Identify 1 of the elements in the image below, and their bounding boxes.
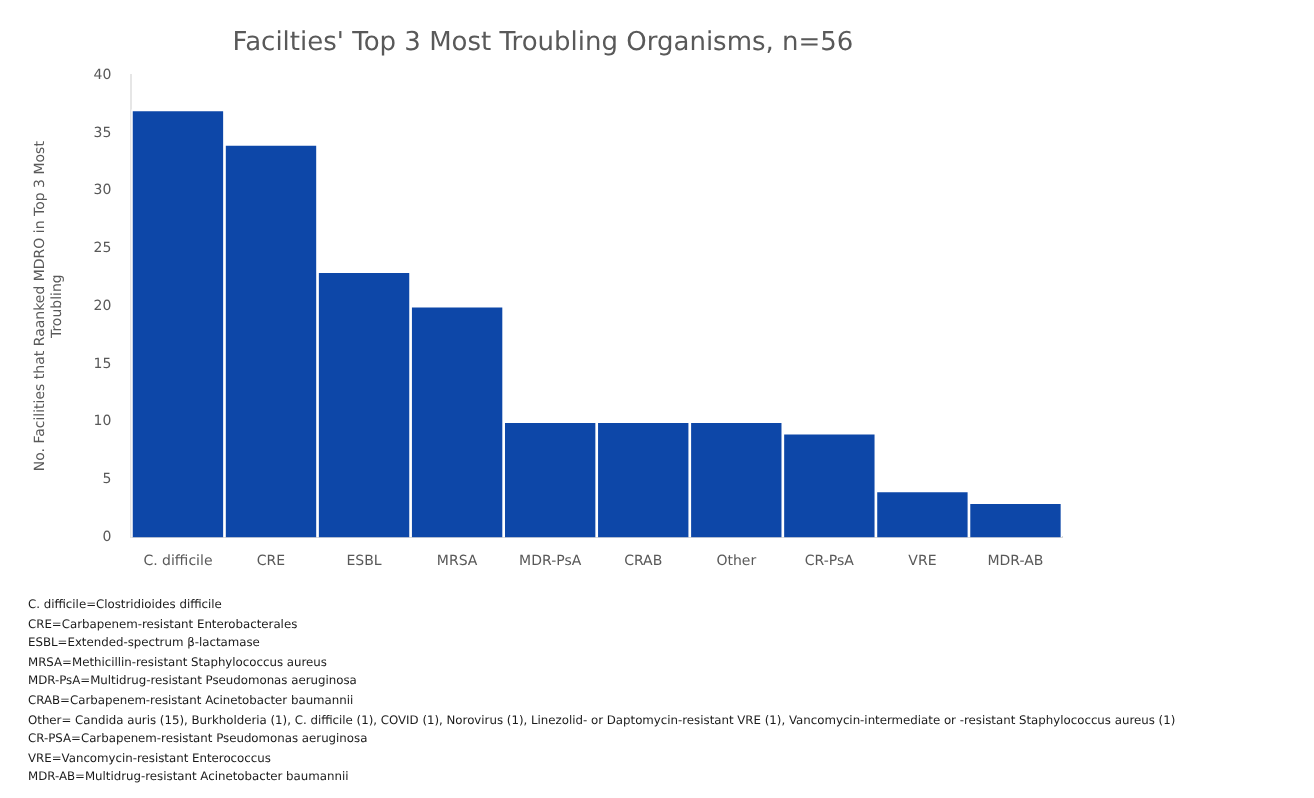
chart-title: Facilties' Top 3 Most Troubling Organisms, n=56 <box>232 28 854 59</box>
